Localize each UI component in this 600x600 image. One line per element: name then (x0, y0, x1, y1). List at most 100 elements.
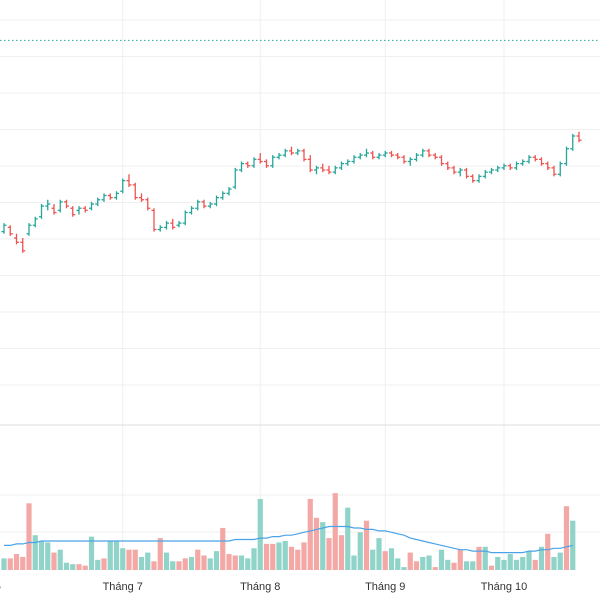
ohlc-bar (95, 197, 101, 207)
volume-bar (457, 549, 463, 570)
ohlc-bar (107, 193, 113, 200)
volume-bar (395, 558, 401, 570)
volume-bar (213, 551, 220, 570)
ohlc-bar (189, 206, 194, 215)
ohlc-bar (282, 148, 288, 158)
ohlc-bar (426, 148, 432, 158)
ohlc-bar (226, 187, 232, 196)
ohlc-bar (176, 221, 182, 228)
volume-bar (276, 542, 282, 570)
volume-bar (470, 561, 476, 570)
ohlc-bar (414, 153, 419, 162)
ohlc-bar (551, 165, 557, 177)
ohlc-bar (182, 210, 188, 226)
volume-bar (57, 549, 63, 570)
volume-bar (420, 556, 426, 570)
volume-bar (182, 558, 188, 570)
volume-bar (563, 506, 570, 570)
volume-moving-average-line (4, 525, 573, 554)
ohlc-bar (370, 150, 376, 160)
ohlc-bar (357, 153, 363, 160)
volume-bar (520, 556, 526, 570)
ohlc-bar (7, 225, 13, 236)
volume-bar (282, 541, 288, 570)
volume-bar (176, 561, 182, 570)
volume-bar (120, 548, 126, 570)
ohlc-bar (201, 199, 207, 209)
ohlc-bar (239, 161, 244, 173)
volume-bar (376, 538, 382, 570)
ohlc-bar (320, 163, 326, 173)
ohlc-bar (270, 155, 276, 168)
ohlc-bar (351, 155, 357, 164)
ohlc-bar (207, 201, 213, 209)
ohlc-bar (564, 146, 569, 166)
volume-bar (195, 549, 201, 570)
volume-bar (101, 558, 107, 570)
ohlc-bar (464, 167, 469, 179)
ohlc-bar (301, 148, 307, 162)
volume-bar (51, 552, 57, 570)
x-tick-label: Tháng 10 (481, 581, 527, 593)
ohlc-bar (420, 148, 426, 158)
volume-bar (301, 542, 307, 570)
ohlc-bar (401, 155, 407, 164)
ohlc-bar (570, 133, 576, 151)
volume-bar (407, 552, 413, 570)
ohlc-bar (514, 161, 519, 170)
x-tick-label: 6 (0, 581, 1, 593)
ohlc-bar (295, 148, 301, 156)
ohlc-bar (276, 153, 282, 160)
volume-bar (313, 517, 320, 570)
volume-bar (95, 559, 101, 570)
volume-bar (32, 535, 38, 570)
ohlc-bar (264, 159, 269, 168)
x-tick-label: Tháng 8 (240, 581, 280, 593)
volume-bar (45, 542, 51, 570)
volume-bar (307, 498, 313, 570)
ohlc-bar (289, 146, 294, 156)
volume-bar (445, 559, 451, 570)
ohlc-bar (51, 204, 57, 215)
volume-bar (263, 543, 270, 570)
volume-bar (482, 546, 488, 570)
volume-bar (288, 546, 295, 570)
volume-bar (332, 493, 338, 570)
volume-bar (145, 552, 151, 570)
chart-grid (0, 0, 600, 570)
volume-bar (370, 549, 376, 570)
volume-bars (1, 493, 576, 570)
ohlc-bar (314, 165, 319, 175)
volume-bar (126, 549, 132, 570)
ohlc-bar (76, 206, 82, 215)
ohlc-bar (382, 150, 388, 158)
ohlc-bar (326, 165, 332, 175)
volume-bar (7, 558, 13, 570)
ohlc-bar (476, 174, 482, 183)
volume-bar (163, 552, 170, 570)
volume-bar (157, 538, 163, 570)
volume-bar (388, 548, 395, 570)
ohlc-bar (307, 155, 313, 173)
volume-bar (132, 549, 138, 570)
volume-bar (220, 527, 226, 570)
ohlc-bar (220, 191, 226, 200)
volume-bar (188, 556, 195, 570)
volume-bar (70, 564, 76, 570)
volume-bar (63, 562, 70, 570)
volume-bar (38, 541, 45, 570)
volume-bar (438, 549, 445, 570)
volume-bar (413, 561, 420, 570)
volume-bar (1, 558, 7, 570)
volume-bar (76, 564, 82, 570)
ohlc-bar (332, 165, 338, 175)
volume-bar (513, 559, 520, 570)
ohlc-bar (20, 238, 26, 253)
ohlc-bar (157, 225, 163, 232)
ohlc-bar (101, 193, 107, 202)
volume-bar (363, 520, 370, 570)
volume-bar (557, 552, 563, 570)
ohlc-bar (70, 206, 76, 217)
ohlc-bar (470, 174, 476, 183)
